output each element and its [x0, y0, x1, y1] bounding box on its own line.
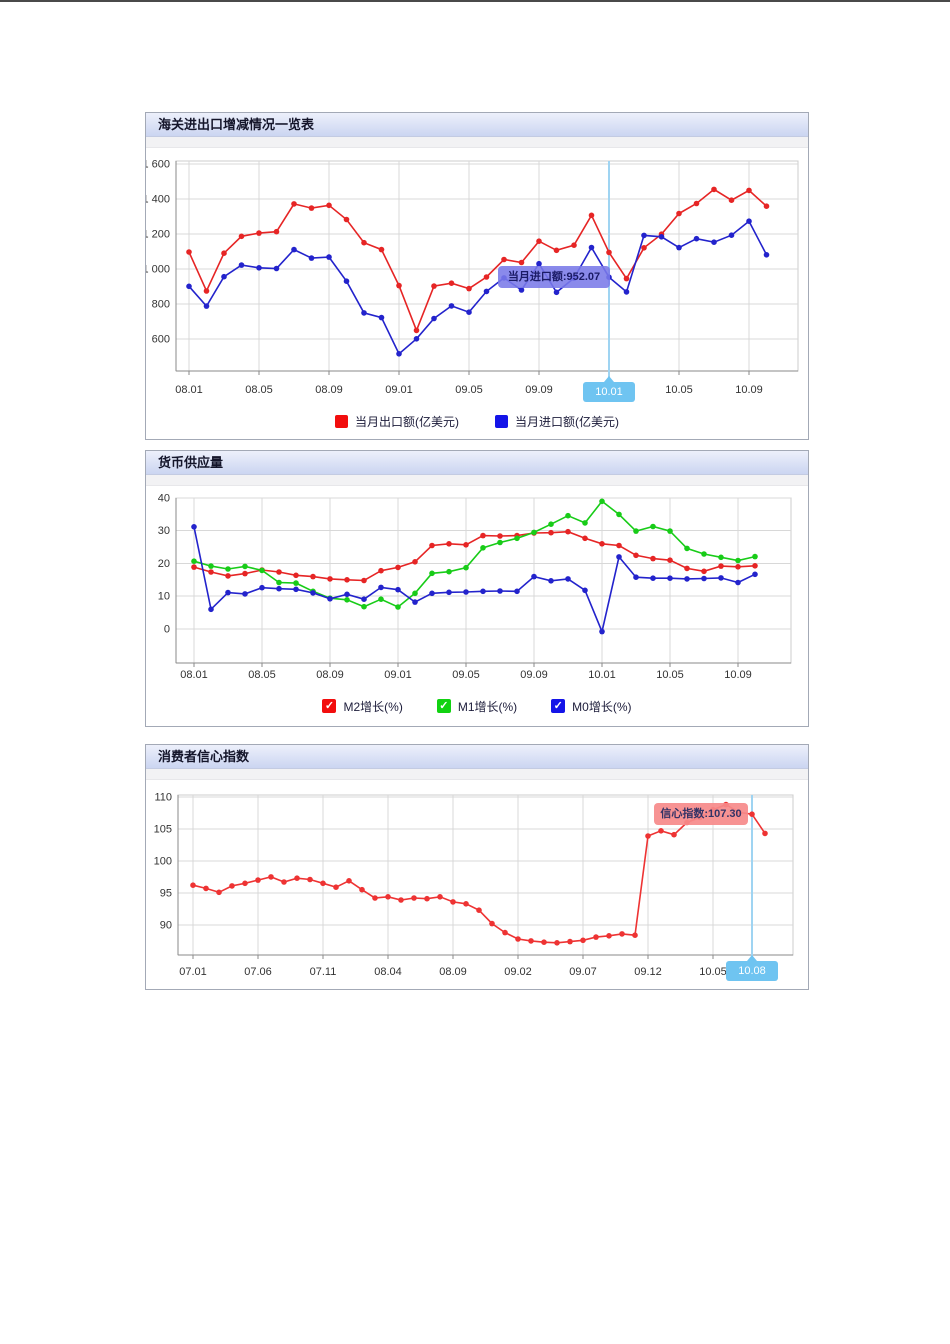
svg-text:07.01: 07.01	[179, 966, 207, 978]
legend-item-import[interactable]: 当月进口额(亿美元)	[495, 413, 619, 430]
svg-text:08.09: 08.09	[316, 669, 344, 681]
money-supply-chart-canvas[interactable]: 08.01 08.05 08.09 09.01 09.05 09.09 10.01 10.05…	[146, 486, 808, 686]
svg-text:100: 100	[154, 855, 172, 867]
svg-text:10.05: 10.05	[656, 669, 684, 681]
svg-text:09.02: 09.02	[504, 966, 532, 978]
confidence-tooltip: 信心指数:107.30	[654, 803, 748, 826]
svg-text:0: 0	[164, 623, 170, 635]
money-supply-legend: M2增长(%) M1增长(%) M0增长(%)	[146, 686, 808, 726]
customs-legend: 当月出口额(亿美元) 当月进口额(亿美元)	[146, 403, 808, 439]
svg-text:08.04: 08.04	[374, 966, 402, 978]
legend-item-m2[interactable]: M2增长(%)	[322, 698, 403, 715]
panel-money-supply-body: 08.01 08.05 08.09 09.01 09.05 09.09 10.01 10.05…	[146, 486, 808, 726]
svg-text:09.07: 09.07	[569, 966, 597, 978]
svg-text:09.01: 09.01	[385, 384, 413, 396]
export-swatch-icon	[335, 414, 348, 428]
svg-text:10.05: 10.05	[665, 384, 693, 396]
panel-confidence-body: 07.01 07.06 07.11 08.04 08.09 09.02 09.07 09.12…	[146, 780, 808, 989]
panel-money-supply-strip	[146, 475, 808, 486]
svg-text:20: 20	[158, 558, 170, 570]
svg-text:07.06: 07.06	[244, 966, 272, 978]
svg-text:40: 40	[158, 493, 170, 505]
import-legend-label: 当月进口额(亿美元)	[515, 414, 619, 429]
m2-legend-label: M2增长(%)	[343, 699, 403, 714]
svg-text:10.09: 10.09	[724, 669, 752, 681]
svg-text:08.09: 08.09	[439, 966, 467, 978]
page-top-border	[0, 0, 950, 2]
m1-legend-label: M1增长(%)	[457, 699, 518, 714]
svg-text:07.11: 07.11	[310, 966, 337, 978]
svg-text:1 400: 1 400	[146, 193, 170, 205]
panel-money-supply-title: 货币供应量	[146, 451, 808, 475]
svg-text:09.09: 09.09	[525, 384, 553, 396]
panel-confidence-title: 消费者信心指数	[146, 745, 808, 769]
customs-chart-canvas[interactable]: 08.01 08.05 08.09 09.01 09.05 09.09 10.05 10.09…	[146, 148, 808, 403]
import-swatch-icon	[495, 414, 508, 428]
svg-text:09.05: 09.05	[455, 384, 483, 396]
svg-text:09.01: 09.01	[384, 669, 412, 681]
svg-text:10.05: 10.05	[699, 966, 727, 978]
customs-tooltip: 当月进口额:952.07	[498, 266, 610, 289]
panel-confidence-strip	[146, 769, 808, 780]
dashboard: 海关进出口增减情况一览表 08.01 08.05 08.09 09.01 09.05 09…	[145, 112, 809, 990]
svg-text:08.01: 08.01	[175, 384, 203, 396]
svg-text:1 000: 1 000	[146, 263, 170, 275]
svg-text:10.09: 10.09	[735, 384, 763, 396]
m0-checkbox-icon	[551, 699, 566, 713]
m1-checkbox-icon	[436, 699, 451, 713]
panel-money-supply: 货币供应量 08.01 08.05 08.09 09.01 09.05 09.09 10.0…	[145, 450, 809, 727]
svg-text:09.05: 09.05	[452, 669, 480, 681]
panel-confidence: 消费者信心指数 07.01 07.06 07.11 08.04 08.09 09.02 09…	[145, 744, 809, 990]
svg-text:08.05: 08.05	[248, 669, 276, 681]
panel-customs-title: 海关进出口增减情况一览表	[146, 113, 808, 137]
svg-text:1 200: 1 200	[146, 228, 170, 240]
svg-text:08.01: 08.01	[180, 669, 208, 681]
panel-customs: 海关进出口增减情况一览表 08.01 08.05 08.09 09.01 09.05 09…	[145, 112, 809, 440]
panel-customs-strip	[146, 137, 808, 148]
svg-text:90: 90	[160, 919, 172, 931]
svg-text:105: 105	[154, 823, 172, 835]
svg-text:10: 10	[158, 591, 170, 603]
confidence-highlight-date[interactable]: 10.08	[726, 955, 778, 981]
svg-text:09.09: 09.09	[520, 669, 548, 681]
legend-item-export[interactable]: 当月出口额(亿美元)	[335, 413, 459, 430]
export-legend-label: 当月出口额(亿美元)	[355, 414, 459, 429]
svg-text:600: 600	[152, 333, 170, 345]
svg-text:1 600: 1 600	[146, 158, 170, 170]
svg-text:08.05: 08.05	[245, 384, 273, 396]
legend-item-m0[interactable]: M0增长(%)	[551, 698, 632, 715]
svg-text:800: 800	[152, 298, 170, 310]
panel-customs-body: 08.01 08.05 08.09 09.01 09.05 09.09 10.05 10.09…	[146, 148, 808, 439]
m0-legend-label: M0增长(%)	[572, 699, 632, 714]
m2-checkbox-icon	[322, 699, 337, 713]
customs-highlight-date[interactable]: 10.01	[583, 376, 635, 402]
svg-text:08.09: 08.09	[315, 384, 343, 396]
svg-text:09.12: 09.12	[634, 966, 662, 978]
svg-text:10.01: 10.01	[588, 669, 616, 681]
svg-text:110: 110	[154, 791, 172, 803]
legend-item-m1[interactable]: M1增长(%)	[436, 698, 518, 715]
svg-text:30: 30	[158, 525, 170, 537]
confidence-chart-canvas[interactable]: 07.01 07.06 07.11 08.04 08.09 09.02 09.07 09.12…	[146, 780, 808, 989]
svg-text:95: 95	[160, 887, 172, 899]
